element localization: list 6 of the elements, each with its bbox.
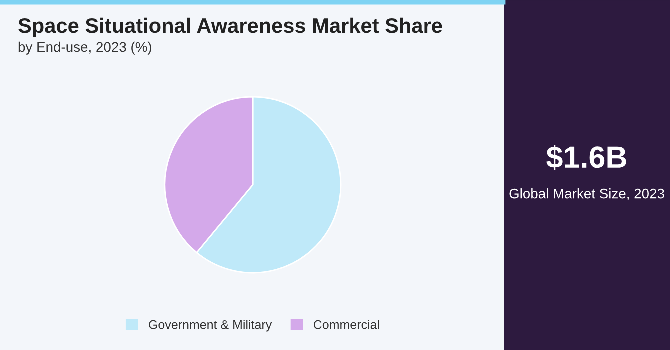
- chart-title: Space Situational Awareness Market Share: [18, 18, 442, 38]
- text: $1.6B: [546, 145, 626, 170]
- text: Global Market Size, 2023: [510, 188, 664, 200]
- legend-label: Government & Military: [149, 320, 272, 332]
- legend-label: Commercial: [314, 320, 380, 330]
- chart-subtitle: by End-use, 2023 (%): [18, 42, 152, 55]
